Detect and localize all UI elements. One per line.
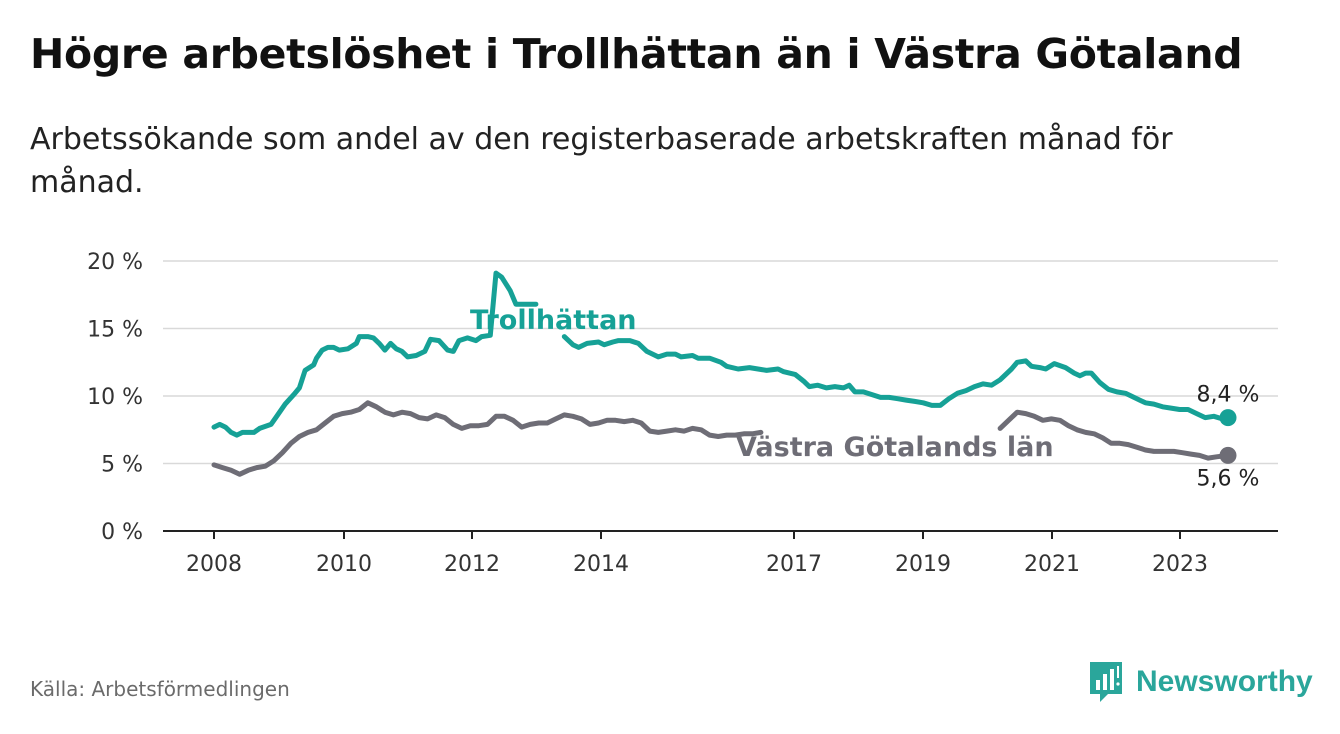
end-value-label-trollhattan: 8,4 % [1197,383,1260,408]
end-point-trollhattan [1219,409,1237,427]
series-label-vastra-gotaland: Västra Götalands län [736,432,1054,463]
y-axis-ticks: 0 % 5 % 10 % 15 % 20 % [87,250,143,545]
series-label-trollhattan: Trollhättan [470,305,637,336]
x-axis: 2008 2010 2012 2014 2017 2019 2021 2023 [163,530,1278,577]
chart-subtitle: Arbetssökande som andel av den registerb… [30,122,1173,200]
x-tick-label: 2023 [1152,552,1208,577]
x-tick-label: 2014 [573,552,629,577]
gridlines [163,260,1278,465]
x-tick-label: 2012 [444,552,500,577]
brand-logo[interactable]: Newsworthy [1088,660,1313,704]
y-tick-label: 0 % [101,520,143,545]
series-line-trollhattan-segment-2 [561,334,1231,422]
y-tick-label: 20 % [87,250,143,275]
series-line-trollhattan-segment-1 [211,270,539,438]
series-lines [211,270,1237,477]
series-line-vastra-gotaland-segment-2 [997,409,1231,461]
chart-title: Högre arbetslöshet i Trollhättan än i Vä… [30,30,1243,78]
y-tick-label: 10 % [87,385,143,410]
x-tick-label: 2017 [766,552,822,577]
line-chart: 0 %5 %10 %15 %20 % 2008 2010 2012 2014 2017 2… [87,250,1278,577]
x-tick-label: 2010 [316,552,372,577]
newsworthy-logo-icon [1090,662,1122,702]
y-tick-label: 15 % [87,318,143,343]
series-labels: 8,4 % 5,6 % Trollhättan Västra Götalands lä… [470,305,1259,491]
series-line-vastra-gotaland-segment-1 [211,400,764,477]
brand-name: Newsworthy [1136,665,1313,698]
x-tick-label: 2008 [186,552,242,577]
end-point-vastra-gotaland [1219,446,1237,464]
end-value-label-vastra-gotaland: 5,6 % [1197,466,1260,491]
x-tick-label: 2021 [1024,552,1080,577]
source-note: Källa: Arbetsförmedlingen [30,677,290,701]
x-tick-label: 2019 [895,552,951,577]
y-tick-label: 5 % [101,453,143,478]
